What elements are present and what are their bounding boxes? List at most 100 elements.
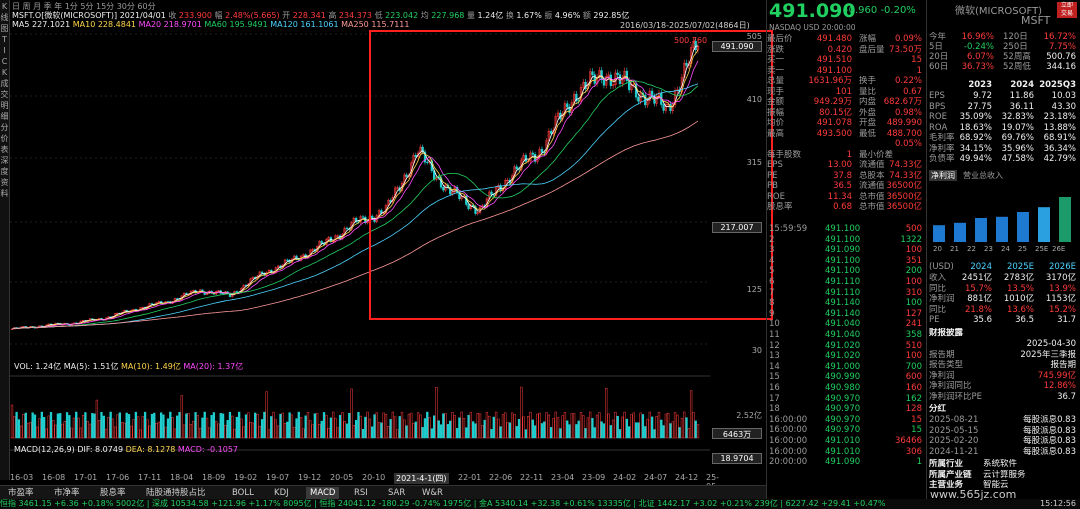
tab-net-profit[interactable]: 净利润 (929, 170, 957, 181)
volume-bar (345, 423, 349, 439)
candle-body (605, 76, 608, 86)
left-tab-char[interactable]: 深 (0, 156, 9, 165)
revenue-bar (1059, 197, 1071, 242)
candle-body (320, 241, 323, 244)
avg-value: 227.968 (431, 11, 465, 20)
x-tick: 18-09 (202, 473, 226, 482)
indicator-tab[interactable]: SAR (388, 488, 406, 498)
left-tab-char[interactable]: T (2, 35, 7, 44)
volume-bar (593, 427, 596, 439)
volume-bar (554, 411, 557, 439)
x-tick: 20-05 (330, 473, 354, 482)
indicator-tab[interactable]: W&R (422, 488, 443, 498)
left-tab-char[interactable]: K (1, 68, 8, 77)
trade-time: 10 (769, 319, 780, 330)
quote-panel: 491.090 -0.960 -0.20% NASDAQ USD 20:00:0… (766, 0, 926, 509)
trade-now-button[interactable]: 立即 交易 (1057, 2, 1077, 18)
left-tab-char[interactable]: 资 (0, 178, 9, 187)
volume-bar (114, 426, 117, 439)
left-tab-char[interactable]: 表 (0, 145, 9, 154)
ma-line (11, 60, 699, 330)
quote-cell: 1 (846, 149, 852, 160)
amount-value: 292.85亿 (593, 11, 630, 20)
volume-bar (148, 425, 151, 439)
volume-bar (231, 415, 234, 439)
volume-bar (36, 426, 39, 439)
tab-revenue[interactable]: 营业总收入 (963, 171, 1003, 180)
trade-time: 18 (769, 404, 780, 415)
quote-cell: 36500亿 (886, 181, 922, 191)
trade-price: 490.980 (825, 383, 861, 393)
left-tab-char[interactable]: 料 (0, 189, 9, 198)
volume-bar (224, 424, 227, 439)
volume-bar (217, 423, 220, 439)
trade-row: 8 491.140 100 (767, 298, 926, 308)
volume-bar (556, 417, 560, 439)
candle-body (405, 174, 408, 177)
quote-cell: 1 (916, 65, 922, 76)
volume-bar (696, 424, 700, 439)
trade-price: 491.110 (825, 277, 861, 287)
quote-cell: 80.15亿 (819, 107, 852, 118)
volume-bar (611, 419, 615, 439)
quote-row: 股息率 0.68 总市值 36500亿 (767, 202, 926, 212)
volume-bar (68, 415, 71, 439)
indicator-tab[interactable]: MACD (306, 487, 340, 499)
left-tab-char[interactable]: 细 (0, 112, 9, 121)
left-tab-char[interactable]: 线 (0, 13, 9, 22)
left-tab-char[interactable]: 度 (0, 167, 9, 176)
volume-bar (446, 424, 450, 439)
price-chart-svg[interactable] (10, 28, 712, 458)
industry-row: 主营业务 智能云 (929, 480, 1009, 490)
candle-body (566, 103, 569, 108)
volume-bar (497, 418, 500, 439)
quote-row: 每手股数 1 最小价差 (767, 150, 926, 160)
quote-cell: 682.67万 (883, 97, 922, 107)
left-tab-char[interactable]: 明 (0, 101, 9, 110)
y-tick: 30 (751, 346, 762, 355)
quote-cell: 15 (911, 55, 922, 65)
left-tab-char[interactable]: C (1, 57, 8, 66)
volume-bar (421, 427, 424, 439)
left-tab-char[interactable]: 价 (0, 134, 9, 143)
volume-bar (79, 427, 82, 439)
kline-chart-area[interactable]: 日 周 月 季 年 1分 5分 15分 30分 60分 MSFT.O[微软(MI… (10, 0, 773, 485)
volume-bar (474, 423, 477, 439)
indicator-tab[interactable]: 市净率 (54, 488, 80, 498)
quote-cell: 盘后量 (859, 44, 885, 55)
left-tab-char[interactable]: I (3, 46, 6, 55)
indicator-tab[interactable]: 市盈率 (8, 488, 34, 498)
revenue-x-tick: 22 (967, 245, 976, 252)
volume-bar (520, 386, 523, 439)
volume-bar (449, 420, 452, 439)
highlight-box (369, 30, 773, 320)
fin-row: BPS 27.75 36.11 43.30 (929, 101, 1076, 112)
x-tick: 20-10 (362, 473, 386, 482)
forecast-row: 收入 2451亿 2783亿 3170亿 (929, 273, 1076, 283)
indicator-tab[interactable]: RSI (354, 488, 368, 498)
volume-bar (540, 423, 544, 439)
left-tab-char[interactable]: 交 (0, 90, 9, 99)
quote-row: 最高 493.500 最低 488.700 (767, 129, 926, 139)
volume-bar (586, 417, 590, 439)
indicator-tab[interactable]: KDJ (274, 488, 289, 498)
left-tab-char[interactable]: K (1, 2, 8, 11)
quote-cell: 最后价 (767, 34, 793, 44)
volume-bar (153, 412, 156, 439)
quote-row: ROE 11.34 总市值 36500亿 (767, 192, 926, 202)
forecast-header: (USD) 2024 2025E 2026E (929, 262, 1076, 272)
left-tab-char[interactable]: 图 (0, 24, 9, 33)
volume-bar (180, 395, 183, 439)
volume-bar (389, 419, 392, 439)
left-tab-char[interactable]: 成 (0, 79, 9, 88)
indicator-tab-bar: 市盈率 市净率 股息率 陆股通持股占比 BOLL KDJ MACD RSI SAR W&R (0, 485, 766, 499)
volume-bar (13, 416, 16, 439)
volume-bar (460, 411, 463, 439)
indicator-tab[interactable]: BOLL (232, 488, 254, 498)
indicator-tab[interactable]: 股息率 (100, 488, 126, 498)
left-tab-char[interactable]: 分 (0, 123, 9, 132)
indicator-tab[interactable]: 陆股通持股占比 (146, 488, 206, 498)
quote-cell: 74.33亿 (889, 170, 922, 181)
quote-cell: PE (767, 170, 778, 181)
volume-bar (478, 413, 482, 439)
